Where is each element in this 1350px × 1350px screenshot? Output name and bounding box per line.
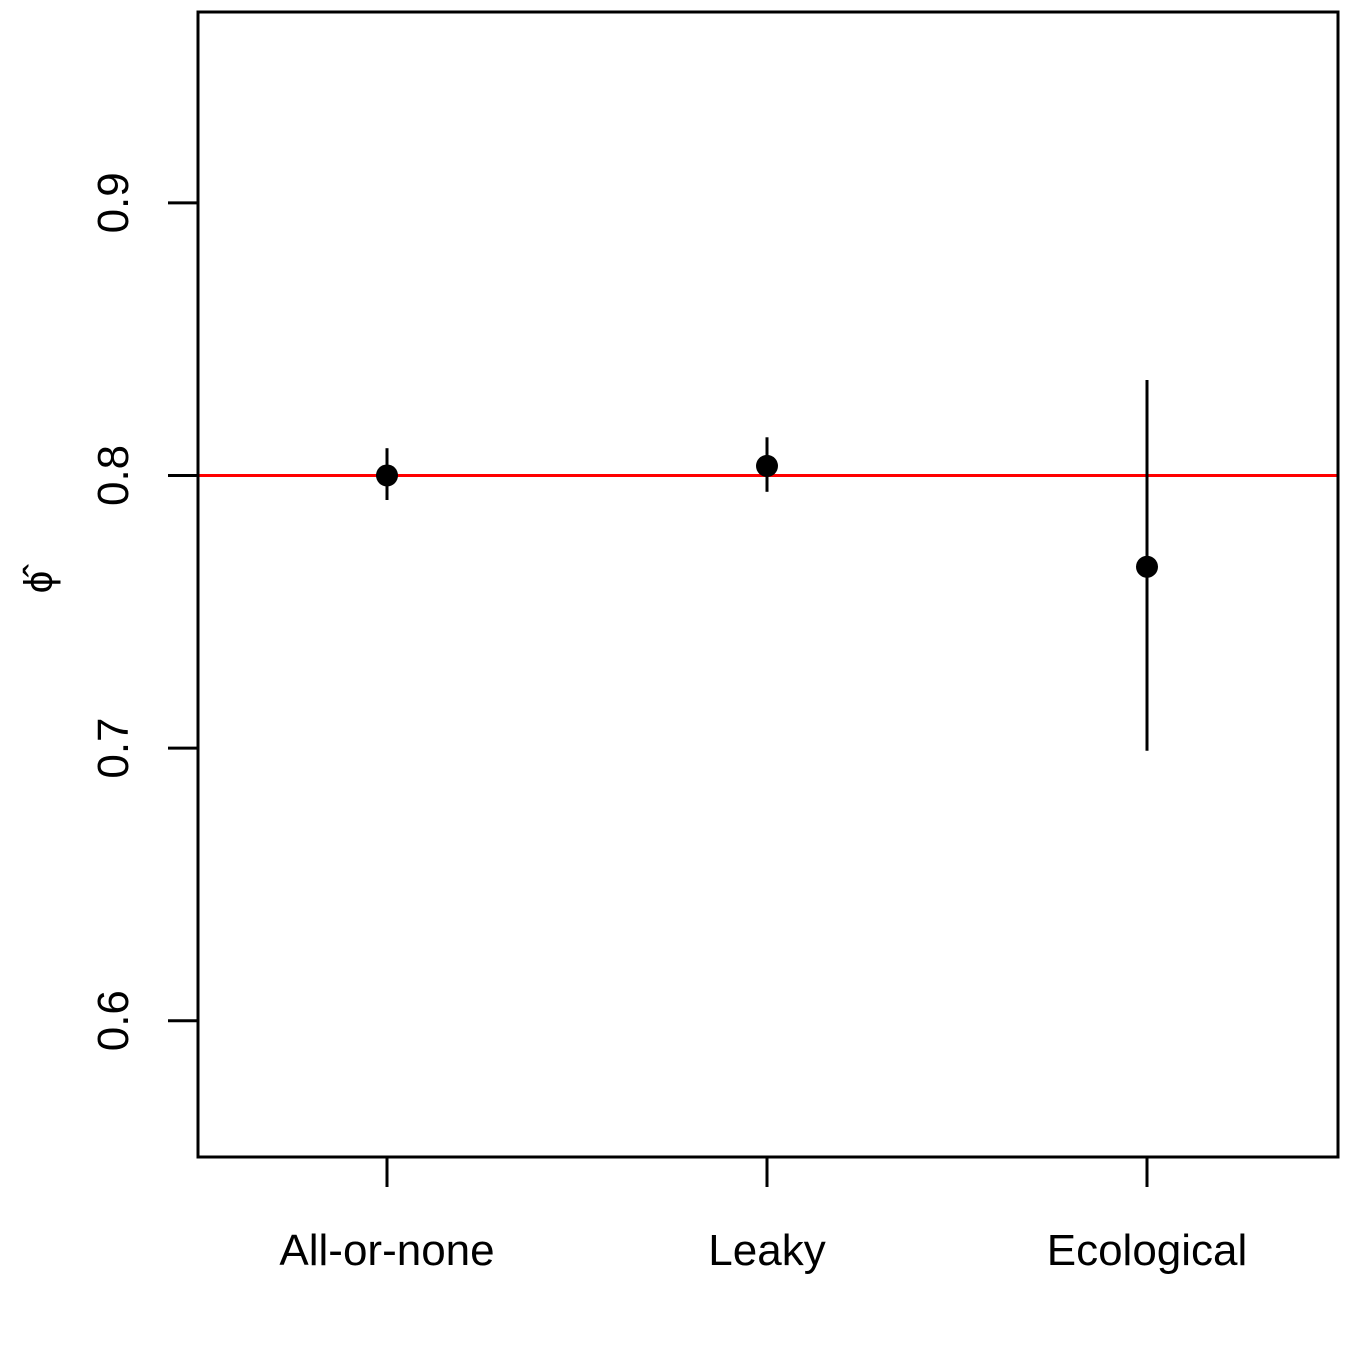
x-tick-label: All-or-none	[279, 1226, 494, 1275]
y-tick-label: 0.6	[89, 990, 138, 1051]
marks-layer	[376, 380, 1158, 751]
x-tick-label: Ecological	[1047, 1226, 1248, 1275]
y-tick-label: 0.7	[89, 717, 138, 778]
x-axis: All-or-none Leaky Ecological	[279, 1157, 1247, 1275]
data-point	[756, 454, 778, 477]
x-tick-label: Leaky	[708, 1226, 825, 1275]
data-point	[376, 464, 398, 487]
data-point	[1136, 555, 1158, 578]
y-tick-label: 0.9	[89, 172, 138, 233]
y-tick-label: 0.8	[89, 445, 138, 506]
y-axis: 0.6 0.7 0.8 0.9	[89, 172, 198, 1051]
